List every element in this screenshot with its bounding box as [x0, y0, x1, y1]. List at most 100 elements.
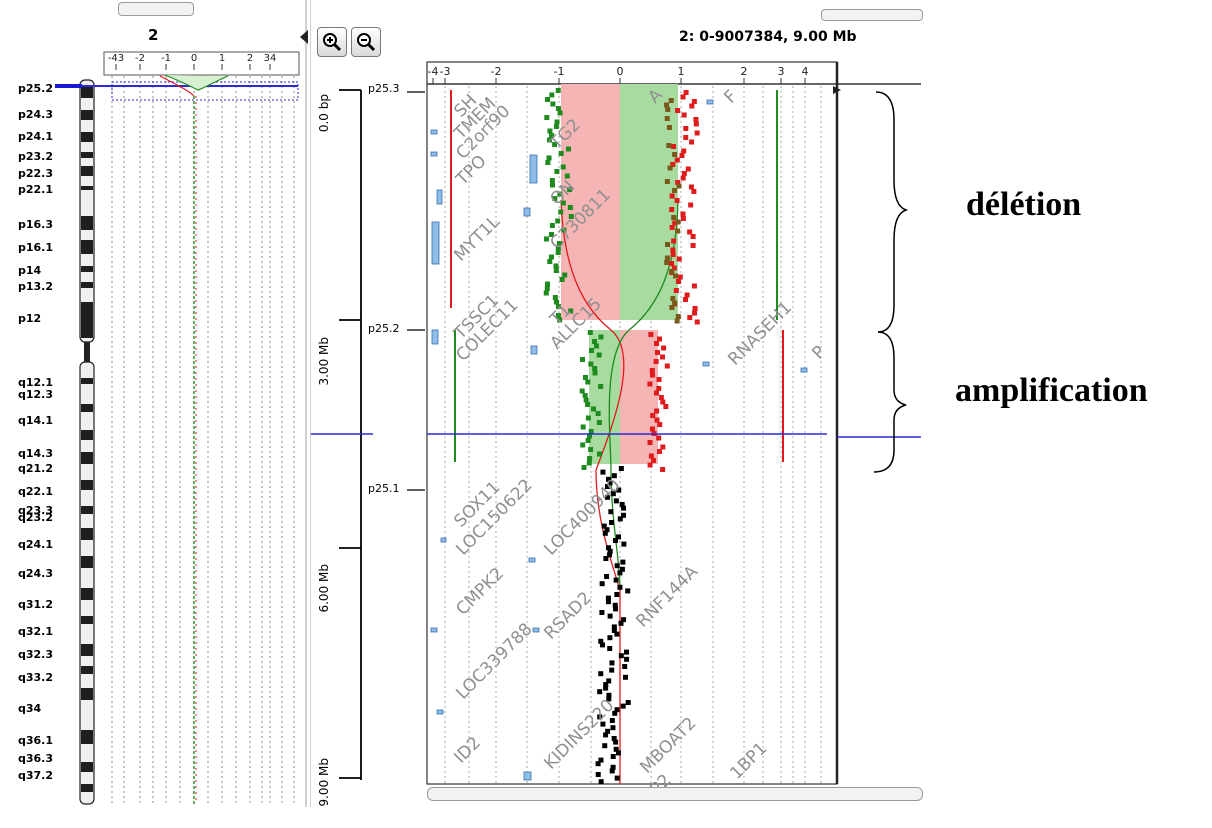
data-point — [550, 101, 556, 107]
zoom-plot-svg: -4 -3 -2 -1 0 1 2 3 4 — [311, 61, 921, 800]
data-point — [561, 227, 567, 233]
data-point — [676, 183, 682, 189]
zoom-in-button[interactable] — [317, 27, 347, 57]
overview-tick-label: -1 — [161, 53, 171, 64]
data-point — [622, 664, 628, 669]
ideogram-band — [81, 616, 93, 624]
data-point — [656, 435, 662, 441]
data-point — [557, 110, 563, 116]
ideogram-band — [81, 666, 93, 674]
data-point — [691, 283, 697, 289]
data-point — [557, 191, 563, 197]
data-point — [671, 215, 677, 220]
annotation-braces — [873, 91, 909, 473]
data-point — [612, 602, 618, 608]
data-point — [588, 429, 594, 434]
data-point — [611, 473, 617, 479]
data-point — [585, 415, 591, 421]
data-point — [650, 372, 656, 378]
data-point — [647, 381, 653, 387]
data-point — [609, 718, 615, 723]
probe-boxes — [430, 99, 808, 781]
data-point — [621, 541, 627, 547]
data-point — [649, 368, 655, 373]
data-point — [598, 671, 604, 677]
data-point — [579, 388, 585, 394]
ideogram-band — [81, 480, 93, 490]
data-point — [605, 595, 611, 601]
overview-scroll-thumb[interactable] — [118, 2, 194, 16]
data-point — [683, 90, 689, 95]
data-point — [651, 458, 657, 463]
data-point — [564, 173, 570, 179]
data-point — [687, 315, 693, 320]
data-point — [544, 115, 550, 120]
amplification-brace — [873, 331, 907, 473]
data-point — [694, 130, 700, 136]
data-point — [552, 142, 558, 147]
data-point — [624, 656, 630, 662]
data-point — [610, 491, 616, 497]
data-point — [618, 653, 624, 659]
data-point — [674, 157, 680, 163]
data-point — [555, 250, 561, 255]
chromosome-overview-panel: 2 -43 -2 -1 0 1 2 34 p25.2 p24.3 p24.1 p23.2 p22.3… — [0, 0, 307, 807]
zoom-out-button[interactable] — [351, 27, 381, 57]
data-point — [685, 166, 691, 172]
data-point — [613, 498, 619, 504]
data-point — [587, 433, 593, 439]
zoom-tick-label: 2 — [741, 65, 748, 78]
data-point — [567, 187, 573, 192]
data-point — [603, 685, 609, 691]
data-point — [611, 736, 617, 741]
cytoband-label: q21.2 — [18, 462, 54, 475]
data-point — [660, 444, 666, 450]
data-point — [609, 768, 615, 774]
amplification-annotation: amplification — [955, 372, 1148, 409]
data-point — [679, 153, 685, 158]
data-point — [669, 269, 675, 274]
data-point — [552, 196, 558, 201]
data-point — [598, 757, 604, 763]
overview-tick-label: 1 — [219, 53, 225, 64]
ideogram-band — [81, 282, 93, 288]
data-point — [617, 516, 623, 522]
data-point — [692, 310, 698, 316]
data-point — [683, 135, 689, 140]
data-point — [615, 750, 621, 756]
data-point — [675, 219, 681, 225]
ideogram-band — [81, 152, 93, 158]
data-point — [676, 256, 682, 262]
data-point — [596, 420, 602, 425]
data-point — [602, 743, 608, 749]
data-point — [677, 274, 683, 280]
data-point — [580, 442, 586, 448]
data-point — [675, 180, 681, 185]
cytoband-label: q24.1 — [18, 538, 54, 551]
data-point — [562, 272, 568, 278]
cytoband-label: p16.1 — [18, 241, 54, 254]
data-point — [611, 624, 617, 630]
data-point — [548, 232, 554, 237]
ideogram-band — [81, 528, 93, 540]
data-point — [648, 453, 654, 459]
zoom-out-icon — [357, 33, 376, 52]
data-point — [544, 286, 550, 291]
data-point — [599, 581, 605, 587]
data-point — [606, 696, 612, 702]
ideogram-band — [81, 110, 93, 120]
data-point — [583, 375, 589, 380]
cytoband-label: p25.2 — [18, 82, 54, 95]
splitter-arrow-icon[interactable] — [300, 30, 308, 44]
data-point — [681, 148, 687, 154]
ideogram-band — [81, 506, 93, 514]
zoom-scroll-thumb-top[interactable] — [821, 9, 923, 21]
data-point — [688, 184, 694, 190]
data-point — [594, 343, 600, 349]
zoom-horizontal-scrollbar[interactable] — [427, 787, 923, 801]
cytoband-label: p22.3 — [18, 167, 54, 180]
bp-scale-ticks — [339, 89, 361, 779]
cytoband-p25-2: p25.2 — [368, 322, 400, 335]
overview-tick-label: 34 — [264, 53, 277, 64]
data-point — [614, 592, 620, 597]
